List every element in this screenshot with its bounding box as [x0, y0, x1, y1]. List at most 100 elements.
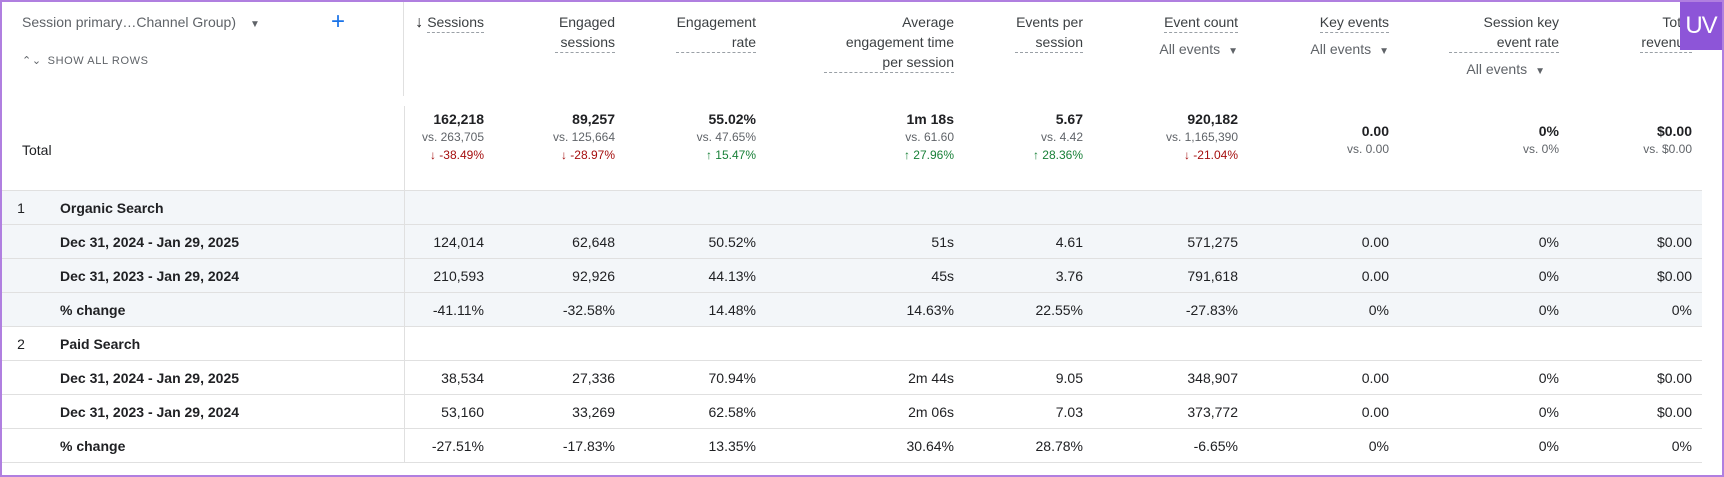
dimension-header: Session primary…Channel Group) ▼ + ⌃⌄ SHOW… [2, 2, 404, 106]
total-change: ↓ -21.04% [1183, 148, 1238, 162]
cell-engaged-sessions: 27,336 [494, 360, 625, 395]
cell-session-key-event-rate: 0% [1399, 394, 1569, 429]
cell-sessions: 124,014 [404, 224, 494, 259]
col-engagement-rate[interactable]: Engagement rate [625, 2, 766, 106]
col-session-key-event-rate[interactable]: Session key event rate All events ▼ [1399, 2, 1569, 106]
col-event-count[interactable]: Event count All events ▼ [1093, 2, 1248, 106]
cell-session-key-event-rate: 0% [1399, 292, 1569, 327]
cell-engagement-rate: 62.58% [625, 394, 766, 429]
col-key-events-label[interactable]: Key events [1319, 12, 1389, 33]
row-label: Dec 31, 2023 - Jan 29, 2024 [40, 258, 405, 293]
col-events-per-session[interactable]: Events per session [964, 2, 1093, 106]
cell-sessions: 53,160 [404, 394, 494, 429]
total-value: 5.67 [1055, 111, 1083, 127]
cell-engagement-rate: 50.52% [625, 224, 766, 259]
cell-event-count: 791,618 [1093, 258, 1248, 293]
cell-total-revenue: $0.00 [1569, 360, 1702, 395]
key-events-events-dropdown[interactable]: All events ▼ [1248, 41, 1389, 57]
col-avg-engagement-time[interactable]: Average engagement time per session [766, 2, 964, 106]
show-all-rows-button[interactable]: ⌃⌄ SHOW ALL ROWS [22, 54, 149, 67]
total-compare: vs. $0.00 [1643, 142, 1692, 156]
cell-total-revenue: $0.00 [1569, 394, 1702, 429]
total-value: 89,257 [572, 111, 615, 127]
row-label: % change [40, 428, 405, 463]
total-compare: vs. 47.65% [696, 130, 756, 144]
row-index [2, 258, 40, 293]
total-change: ↓ -28.97% [560, 148, 615, 162]
dimension-selector[interactable]: Session primary…Channel Group) ▼ [22, 14, 260, 30]
cell-engaged-sessions: 92,926 [494, 258, 625, 293]
add-dimension-button[interactable]: + [331, 8, 346, 35]
row-index [2, 394, 40, 429]
caret-down-icon: ▼ [1379, 46, 1389, 57]
col-avg-engagement-time-label[interactable]: Average engagement time per session [824, 12, 954, 73]
row-index [2, 292, 40, 327]
table-row: % change -41.11% -32.58% 14.48% 14.63% 2… [2, 292, 1702, 327]
cell-sessions: 38,534 [404, 360, 494, 395]
total-cell: $0.00 vs. $0.00 [1569, 106, 1702, 191]
row-label: Dec 31, 2023 - Jan 29, 2024 [40, 394, 405, 429]
session-key-event-rate-events-dropdown[interactable]: All events ▼ [1399, 61, 1559, 77]
col-event-count-label[interactable]: Event count [1164, 12, 1238, 33]
cell-session-key-event-rate: 0% [1399, 224, 1569, 259]
cell-engagement-rate: 70.94% [625, 360, 766, 395]
cell-events-per-session: 3.76 [964, 258, 1093, 293]
show-all-rows-label: SHOW ALL ROWS [47, 55, 149, 67]
cell-total-revenue: 0% [1569, 292, 1702, 327]
cell-key-events: 0.00 [1248, 394, 1399, 429]
total-cell: 0.00 vs. 0.00 [1248, 106, 1399, 191]
group-name: Paid Search [40, 326, 405, 361]
total-compare: vs. 1,165,390 [1165, 130, 1238, 144]
col-engaged-sessions-label[interactable]: Engaged sessions [555, 12, 615, 53]
total-cell: 89,257 vs. 125,664 ↓ -28.97% [494, 106, 625, 191]
cell-engagement-rate: 13.35% [625, 428, 766, 463]
table-row: Dec 31, 2024 - Jan 29, 2025 124,014 62,6… [2, 224, 1702, 259]
col-session-key-event-rate-label[interactable]: Session key event rate [1449, 12, 1559, 53]
cell-events-per-session: 22.55% [964, 292, 1093, 327]
row-index: 1 [2, 190, 40, 225]
group-empty-cells [404, 190, 1702, 225]
cell-key-events: 0.00 [1248, 258, 1399, 293]
col-engagement-rate-label[interactable]: Engagement rate [676, 12, 756, 53]
total-cell: 162,218 vs. 263,705 ↓ -38.49% [404, 106, 494, 191]
total-cell: 55.02% vs. 47.65% ↑ 15.47% [625, 106, 766, 191]
cell-events-per-session: 4.61 [964, 224, 1093, 259]
unfold-icon: ⌃⌄ [22, 55, 42, 67]
group-empty-cells [404, 326, 1702, 361]
col-engaged-sessions[interactable]: Engaged sessions [494, 2, 625, 106]
row-label: Dec 31, 2024 - Jan 29, 2025 [40, 360, 405, 395]
total-compare: vs. 125,664 [552, 130, 615, 144]
caret-down-icon: ▼ [1535, 66, 1545, 77]
header-row: Session primary…Channel Group) ▼ + ⌃⌄ SHOW… [2, 2, 1702, 106]
cell-key-events: 0.00 [1248, 360, 1399, 395]
col-sessions[interactable]: ↓ Sessions [404, 2, 494, 106]
cell-sessions: -27.51% [404, 428, 494, 463]
col-sessions-label[interactable]: Sessions [427, 12, 484, 33]
total-value: 1m 18s [906, 111, 954, 127]
cell-engaged-sessions: 33,269 [494, 394, 625, 429]
col-key-events[interactable]: Key events All events ▼ [1248, 2, 1399, 106]
group-row: 1 Organic Search [2, 190, 1702, 225]
sort-arrow-down-icon[interactable]: ↓ [415, 14, 424, 31]
col-events-per-session-label[interactable]: Events per session [1015, 12, 1083, 53]
cell-event-count: -6.65% [1093, 428, 1248, 463]
cell-events-per-session: 9.05 [964, 360, 1093, 395]
row-index [2, 360, 40, 395]
cell-avg-engagement-time: 14.63% [766, 292, 964, 327]
total-value: 55.02% [708, 111, 756, 127]
total-cell: 1m 18s vs. 61.60 ↑ 27.96% [766, 106, 964, 191]
cell-engaged-sessions: 62,648 [494, 224, 625, 259]
key-events-events-value: All events [1310, 41, 1372, 57]
group-name: Organic Search [40, 190, 405, 225]
cell-events-per-session: 28.78% [964, 428, 1093, 463]
row-label: % change [40, 292, 405, 327]
cell-avg-engagement-time: 51s [766, 224, 964, 259]
total-cell: 0% vs. 0% [1399, 106, 1569, 191]
cell-avg-engagement-time: 45s [766, 258, 964, 293]
total-compare: vs. 61.60 [905, 130, 954, 144]
cell-session-key-event-rate: 0% [1399, 258, 1569, 293]
cell-total-revenue: $0.00 [1569, 258, 1702, 293]
total-row: Total 162,218 vs. 263,705 ↓ -38.49% 89,257… [2, 106, 1702, 191]
uv-badge-logo: UV [1680, 2, 1722, 50]
event-count-events-dropdown[interactable]: All events ▼ [1093, 41, 1238, 57]
